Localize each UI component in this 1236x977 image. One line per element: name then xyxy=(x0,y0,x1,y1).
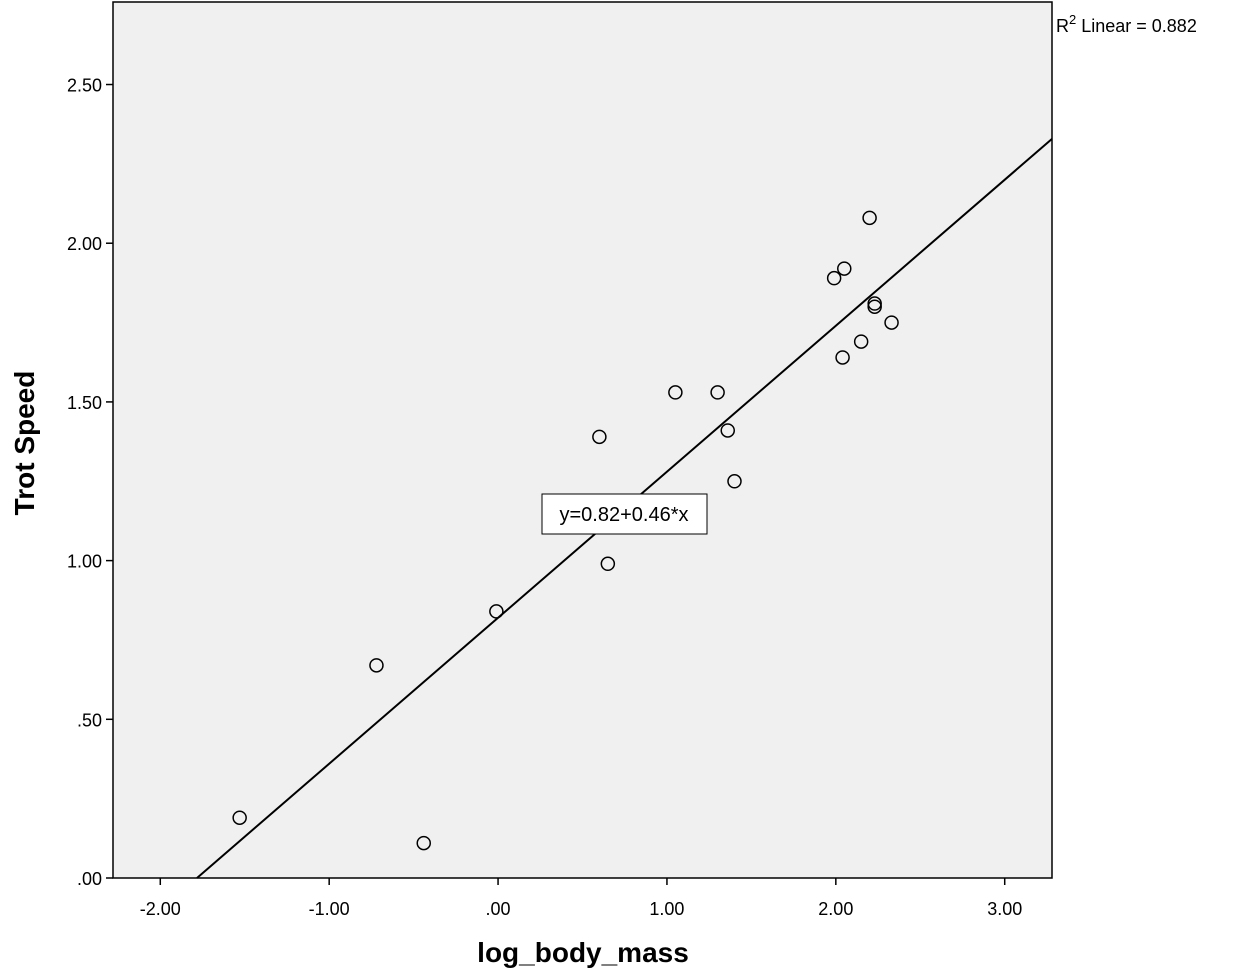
y-tick-label: 2.00 xyxy=(67,234,102,254)
data-point xyxy=(837,261,852,276)
x-tick-label: 3.00 xyxy=(987,899,1022,919)
x-tick-label: .00 xyxy=(486,899,511,919)
data-point xyxy=(416,835,431,851)
y-tick-label: .50 xyxy=(77,710,102,730)
r-squared-label: R2 Linear = 0.882 xyxy=(1056,12,1197,36)
y-tick-label: 1.50 xyxy=(67,393,102,413)
data-point xyxy=(232,810,247,825)
data-point xyxy=(600,556,616,572)
data-point xyxy=(710,385,725,400)
x-tick-label: -2.00 xyxy=(140,899,181,919)
equation-annotation: y=0.82+0.46*x xyxy=(541,493,708,535)
data-point xyxy=(720,423,735,438)
y-axis-ticks: .00 .50 1.00 1.50 2.00 2.50 xyxy=(67,76,113,889)
data-point xyxy=(592,429,607,445)
y-axis-title: Trot Speed xyxy=(9,371,40,516)
r-squared-text: Linear = 0.882 xyxy=(1076,16,1197,36)
data-point xyxy=(489,604,504,619)
x-axis-ticks: -2.00 -1.00 .00 1.00 2.00 3.00 xyxy=(140,878,1022,919)
data-point xyxy=(862,210,877,226)
r-squared-superscript: 2 xyxy=(1069,12,1076,27)
data-point xyxy=(826,270,842,286)
y-tick-label: 1.00 xyxy=(67,552,102,572)
r-squared-prefix: R xyxy=(1056,16,1069,36)
data-point xyxy=(884,315,899,330)
equation-label: y=0.82+0.46*x xyxy=(560,504,689,526)
x-tick-label: -1.00 xyxy=(309,899,350,919)
x-axis-title: log_body_mass xyxy=(477,937,689,968)
x-tick-label: 1.00 xyxy=(649,899,684,919)
y-tick-label: 2.50 xyxy=(67,76,102,96)
plot-area xyxy=(112,1,1053,879)
data-point xyxy=(867,299,882,314)
data-point xyxy=(727,474,742,489)
y-tick-label: .00 xyxy=(77,869,102,889)
data-point xyxy=(668,385,683,400)
x-tick-label: 2.00 xyxy=(818,899,853,919)
data-point xyxy=(369,658,384,673)
equation-box xyxy=(541,493,708,535)
data-point xyxy=(853,334,869,349)
data-point xyxy=(835,350,850,365)
points-group xyxy=(232,210,899,851)
